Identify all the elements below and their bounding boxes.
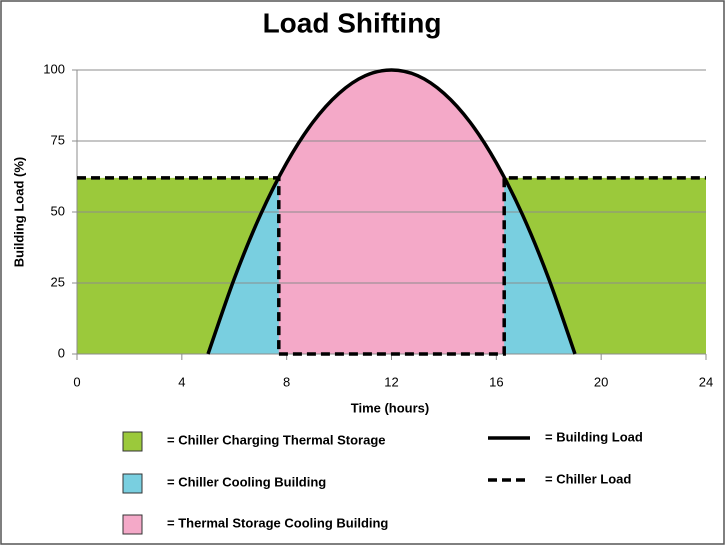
y-tick-label: 50 xyxy=(51,203,65,218)
legend-swatch xyxy=(122,473,143,494)
x-axis-label: Time (hours) xyxy=(351,400,430,415)
y-tick-label: 100 xyxy=(43,61,65,76)
x-tick-label: 4 xyxy=(178,374,185,389)
chart-title: Load Shifting xyxy=(263,7,442,38)
legend-label: = Thermal Storage Cooling Building xyxy=(167,515,388,530)
legend-swatch xyxy=(122,514,143,535)
legend-label: = Chiller Load xyxy=(545,471,631,486)
legend: = Chiller Charging Thermal Storage = Chil… xyxy=(122,429,643,535)
series-line xyxy=(206,68,577,355)
y-tick-label: 0 xyxy=(58,345,65,360)
y-tick-label: 75 xyxy=(51,132,65,147)
series-line xyxy=(77,176,706,356)
y-tick-label: 25 xyxy=(51,274,65,289)
x-tick-label: 8 xyxy=(283,374,290,389)
x-tick-label: 12 xyxy=(384,374,398,389)
legend-label: = Chiller Cooling Building xyxy=(167,474,326,489)
x-tick-label: 24 xyxy=(699,374,713,389)
x-tick-label: 16 xyxy=(489,374,503,389)
legend-label: = Chiller Charging Thermal Storage xyxy=(167,432,386,447)
legend-swatch xyxy=(122,431,143,452)
x-tick-label: 20 xyxy=(594,374,608,389)
legend-label: = Building Load xyxy=(545,429,643,444)
y-axis-label: Building Load (%) xyxy=(11,157,26,267)
x-tick-label: 0 xyxy=(73,374,80,389)
plot-area: 0 25 50 75 100 0 4 8 12 16 20 24 xyxy=(43,61,713,389)
